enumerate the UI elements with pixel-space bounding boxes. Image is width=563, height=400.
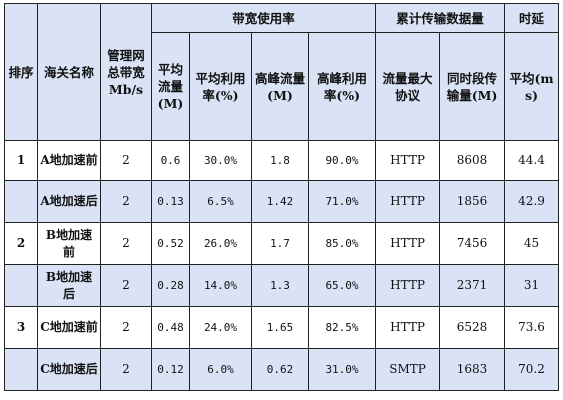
header-total-bandwidth: 管理网总带宽Mb/s [100, 3, 152, 141]
table-row: 2 B地加速前 2 0.52 26.0% 1.7 85.0% HTTP 7456… [4, 222, 560, 265]
cell-avg-flow: 0.13 [151, 180, 190, 223]
cell-avg-util: 14.0% [189, 264, 252, 307]
cell-peak-flow: 0.62 [251, 348, 309, 391]
cell-name: B地加速前 [37, 222, 101, 265]
cell-name: A地加速后 [37, 180, 101, 223]
table-row: 1 A地加速前 2 0.6 30.0% 1.8 90.0% HTTP 8608 … [4, 140, 560, 181]
header-rank: 排序 [4, 3, 38, 141]
cell-rank: 1 [4, 140, 38, 181]
cell-peak-flow: 1.65 [251, 306, 309, 349]
table-row: 3 C地加速前 2 0.48 24.0% 1.65 82.5% HTTP 652… [4, 306, 560, 349]
header-row-2: 平均流量(M) 平均利用率(%) 高峰流量(M) 高峰利用率(%) 流量最大协议… [5, 32, 560, 141]
cell-rank: 3 [4, 306, 38, 349]
cell-peak-flow: 1.8 [251, 140, 309, 181]
cell-name: C地加速后 [37, 348, 101, 391]
header-avg-flow: 平均流量(M) [151, 32, 190, 141]
cell-volume: 7456 [439, 222, 506, 265]
cell-latency: 31 [504, 264, 560, 307]
cell-avg-flow: 0.28 [151, 264, 190, 307]
table-row: C地加速后 2 0.12 6.0% 0.62 31.0% SMTP 1683 7… [4, 348, 560, 391]
cell-volume: 1856 [439, 180, 506, 223]
header-row-1: 排序 海关名称 管理网总带宽Mb/s 带宽使用率 累计传输数据量 时延 [4, 3, 560, 141]
cell-latency: 42.9 [504, 180, 560, 223]
cell-name: A地加速前 [37, 140, 101, 181]
table-row: A地加速后 2 0.13 6.5% 1.42 71.0% HTTP 1856 4… [4, 180, 560, 223]
cell-peak-flow: 1.3 [251, 264, 309, 307]
cell-latency: 73.6 [504, 306, 560, 349]
cell-avg-util: 30.0% [189, 140, 252, 181]
cell-avg-flow: 0.52 [151, 222, 190, 265]
cell-protocol: SMTP [375, 348, 441, 391]
cell-rank [4, 264, 38, 307]
cell-latency: 44.4 [504, 140, 560, 181]
cell-peak-flow: 1.7 [251, 222, 309, 265]
cell-latency: 70.2 [504, 348, 560, 391]
cell-volume: 2371 [439, 264, 506, 307]
cell-avg-util: 6.0% [189, 348, 252, 391]
cell-avg-util: 26.0% [189, 222, 252, 265]
cell-avg-util: 6.5% [189, 180, 252, 223]
header-name: 海关名称 [37, 3, 101, 141]
cell-peak-util: 31.0% [307, 348, 377, 391]
cell-protocol: HTTP [375, 306, 441, 349]
cell-peak-util: 82.5% [307, 306, 377, 349]
header-group-bandwidth: 带宽使用率 [150, 3, 377, 33]
cell-bandwidth: 2 [100, 306, 152, 349]
cell-protocol: HTTP [375, 180, 441, 223]
header-avg-util: 平均利用率(%) [189, 32, 252, 141]
cell-latency: 45 [504, 222, 560, 265]
cell-name: B地加速后 [37, 264, 101, 307]
cell-rank [4, 348, 38, 391]
cell-peak-util: 65.0% [307, 264, 377, 307]
header-group-transfer: 累计传输数据量 [375, 3, 506, 33]
cell-peak-flow: 1.42 [251, 180, 309, 223]
cell-rank [4, 180, 38, 223]
table-row: B地加速后 2 0.28 14.0% 1.3 65.0% HTTP 2371 3… [4, 264, 560, 307]
cell-avg-flow: 0.12 [151, 348, 190, 391]
cell-volume: 8608 [439, 140, 506, 181]
header-group-latency: 时延 [504, 3, 560, 33]
cell-bandwidth: 2 [100, 222, 152, 265]
header-max-protocol: 流量最大协议 [375, 32, 441, 141]
cell-avg-flow: 0.48 [151, 306, 190, 349]
cell-peak-util: 90.0% [307, 140, 377, 181]
cell-name: C地加速前 [37, 306, 101, 349]
cell-volume: 6528 [439, 306, 506, 349]
cell-peak-util: 85.0% [307, 222, 377, 265]
header-peak-flow: 高峰流量(M) [251, 32, 309, 141]
cell-bandwidth: 2 [100, 348, 152, 391]
cell-protocol: HTTP [375, 264, 441, 307]
header-peak-util: 高峰利用率(%) [307, 32, 377, 141]
cell-avg-util: 24.0% [189, 306, 252, 349]
cell-protocol: HTTP [375, 140, 441, 181]
cell-bandwidth: 2 [100, 180, 152, 223]
cell-peak-util: 71.0% [307, 180, 377, 223]
cell-bandwidth: 2 [100, 264, 152, 307]
cell-avg-flow: 0.6 [151, 140, 190, 181]
cell-protocol: HTTP [375, 222, 441, 265]
customs-bandwidth-table: 排序 海关名称 管理网总带宽Mb/s 带宽使用率 累计传输数据量 时延 平均流量… [4, 3, 560, 391]
header-avg-latency: 平均(ms) [504, 32, 560, 141]
cell-bandwidth: 2 [100, 140, 152, 181]
header-period-volume: 同时段传输量(M) [439, 32, 506, 141]
cell-rank: 2 [4, 222, 38, 265]
cell-volume: 1683 [439, 348, 506, 391]
